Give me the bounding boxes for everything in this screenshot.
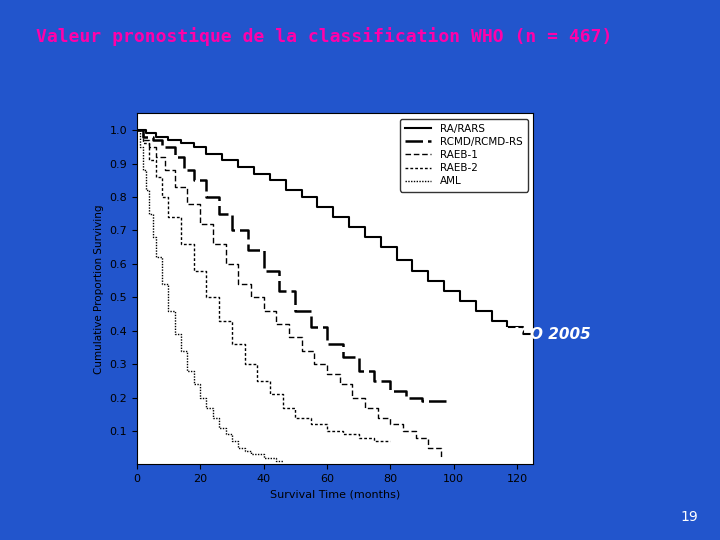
Text: Malcovati JCO 2005: Malcovati JCO 2005 [425, 327, 590, 342]
X-axis label: Survival Time (months): Survival Time (months) [270, 490, 400, 500]
Text: Valeur pronostique de la classification WHO (n = 467): Valeur pronostique de la classification … [36, 27, 613, 46]
Text: 19: 19 [680, 510, 698, 524]
Y-axis label: Cumulative Proportion Surviving: Cumulative Proportion Surviving [94, 204, 104, 374]
Legend: RA/RARS, RCMD/RCMD-RS, RAEB-1, RAEB-2, AML: RA/RARS, RCMD/RCMD-RS, RAEB-1, RAEB-2, A… [400, 119, 528, 192]
